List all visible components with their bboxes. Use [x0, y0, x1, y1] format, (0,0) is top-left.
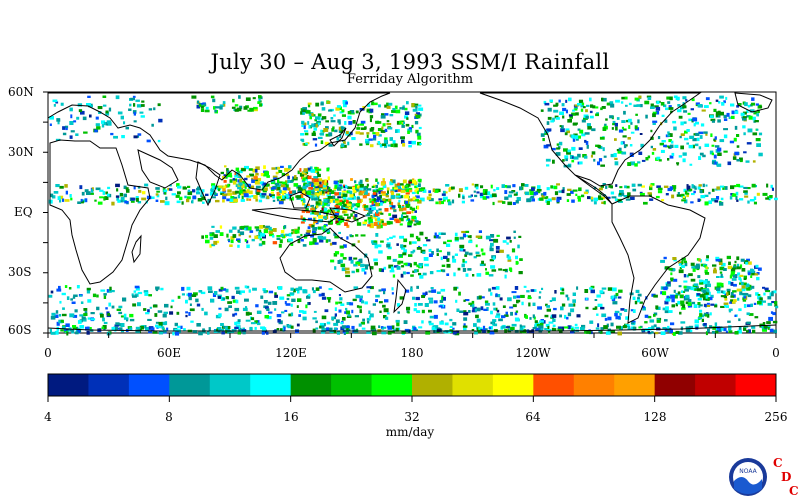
colorbar-swatch [492, 374, 534, 396]
colorbar-unit: mm/day [385, 425, 435, 439]
lon-label-0-left: 0 [44, 346, 52, 360]
lon-label-60w: 60W [641, 346, 669, 360]
lon-label-180: 180 [400, 346, 424, 360]
coastline-greenland [734, 92, 773, 113]
logo-letter-d: D [781, 470, 791, 484]
colorbar-swatch [48, 374, 89, 396]
lat-label-30s: 30S [8, 265, 32, 279]
colorbar-swatch [533, 374, 575, 396]
lon-label-0-right: 0 [772, 346, 780, 360]
coastline-madagascar [131, 234, 142, 264]
noaa-emblem-icon: NOAA [729, 458, 767, 496]
colorbar-label-8: 8 [165, 410, 173, 424]
colorbar-label-256: 256 [764, 410, 788, 424]
coastline-arabia [137, 149, 179, 189]
coastline-eurasia [47, 92, 391, 191]
coastline-africa [49, 139, 151, 285]
colorbar-swatch [654, 374, 696, 396]
lat-label-30n: 30N [8, 145, 34, 159]
colorbar-swatch [452, 374, 494, 396]
logo-noaa-text: NOAA [739, 468, 757, 475]
colorbar-swatch [250, 374, 292, 396]
noaa-cdc-logo: NOAA C D C [729, 456, 798, 498]
logo-letter-c1: C [773, 456, 783, 470]
map-ticks [43, 91, 777, 338]
colorbar-swatch [209, 374, 251, 396]
coastline-australia [279, 227, 373, 293]
colorbar-label-32: 32 [404, 410, 420, 424]
colorbar-swatch [88, 374, 130, 396]
colorbar-swatch [371, 374, 413, 396]
coastlines [47, 92, 777, 332]
colorbar-label-16: 16 [283, 410, 299, 424]
logo-letter-c2: C [789, 484, 798, 498]
colorbar [47, 373, 777, 402]
lat-label-60s: 60S [8, 323, 32, 337]
rainfall-field [48, 95, 779, 336]
coastline-india [195, 161, 221, 207]
coastline-northamerica [479, 92, 702, 187]
lon-label-120w: 120W [515, 346, 551, 360]
coastline-antarctica [47, 324, 777, 332]
lat-label-eq: EQ [14, 205, 33, 219]
coastline-newzealand [393, 278, 407, 314]
coastline-southamerica [611, 195, 706, 324]
colorbar-swatch [695, 374, 737, 396]
colorbar-label-128: 128 [643, 410, 667, 424]
coastline-borneo [289, 191, 311, 209]
coastline-japan [329, 127, 347, 147]
lon-label-60e: 60E [156, 346, 182, 360]
coastline-indonesia [251, 207, 340, 223]
colorbar-swatch [735, 374, 777, 396]
coastline-newguinea [329, 207, 367, 223]
colorbar-swatch [331, 374, 373, 396]
colorbar-swatch [614, 374, 656, 396]
colorbar-swatch [290, 374, 332, 396]
colorbar-label-64: 64 [525, 410, 541, 424]
lon-label-120e: 120E [275, 346, 307, 360]
colorbar-swatch [573, 374, 615, 396]
colorbar-swatch [169, 374, 211, 396]
map-subtitle: Ferriday Algorithm [346, 72, 474, 87]
lat-label-60n: 60N [8, 85, 34, 99]
colorbar-swatch [412, 374, 453, 396]
colorbar-swatch [128, 374, 170, 396]
colorbar-label-4: 4 [44, 410, 52, 424]
map-title: July 30 – Aug 3, 1993 SSM/I Rainfall [210, 50, 610, 74]
